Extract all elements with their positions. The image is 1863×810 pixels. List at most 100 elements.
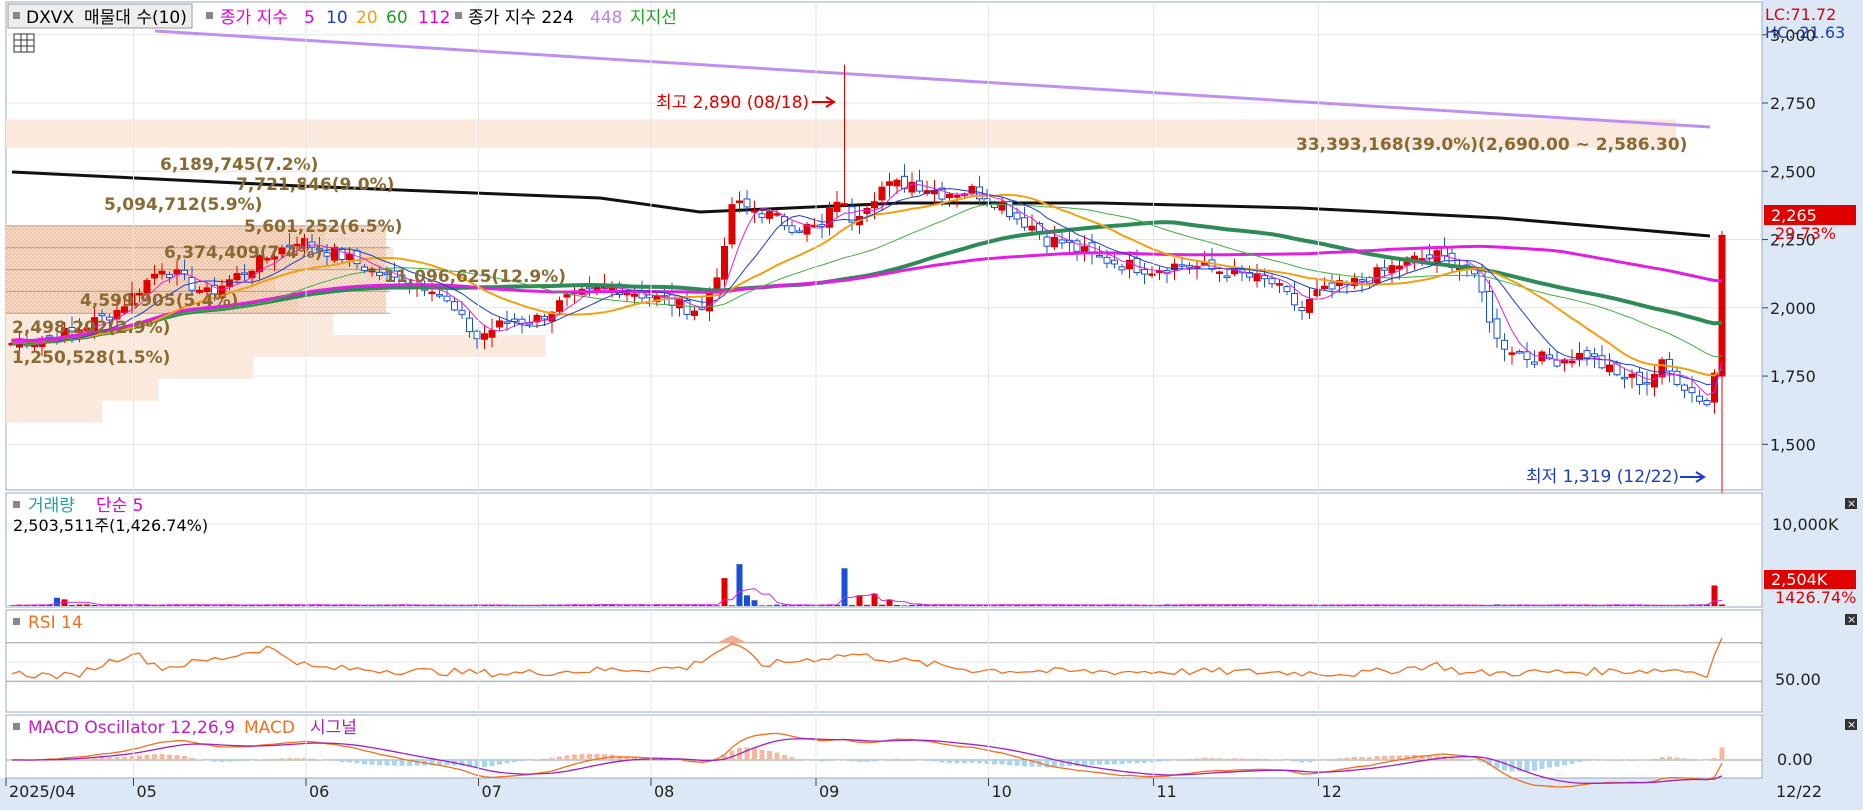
macd-histogram-bar (1307, 760, 1312, 763)
macd-histogram-bar (212, 760, 217, 762)
volume-bar (1261, 604, 1268, 606)
volume-bar (601, 604, 608, 606)
volume-bar (729, 605, 735, 606)
legend-support: 지지선 (630, 8, 677, 28)
macd-histogram-bar (1667, 756, 1672, 760)
macd-histogram-bar (227, 760, 232, 762)
macd-histogram-bar (1014, 760, 1020, 766)
candle (788, 225, 796, 233)
candle (1373, 267, 1381, 284)
macd-histogram-bar (939, 760, 945, 763)
volume-bar (369, 605, 375, 606)
candle (1006, 201, 1013, 218)
macd-histogram-bar (114, 757, 120, 760)
month-grid (133, 2, 1319, 778)
x-tick: 2025/04 (9, 782, 75, 801)
macd-histogram-bar (932, 760, 937, 762)
profile-bar (6, 378, 159, 401)
macd-histogram-bar (1232, 758, 1237, 760)
candle (1321, 285, 1328, 289)
profile-label: 2,498,202(2.9%) (12, 318, 170, 338)
profile-label: 6,189,745(7.2%) (160, 155, 318, 175)
volume-value: 2,503,511주(1,426.74%) (13, 516, 208, 535)
volume-bar (181, 605, 188, 606)
macd-histogram-bar (527, 760, 532, 761)
volume-bar (444, 605, 450, 606)
volume-last-value: 2,504K (1771, 570, 1828, 589)
macd-histogram-bar (1157, 760, 1162, 762)
volume-bar (1029, 604, 1035, 606)
volume-bar (76, 604, 83, 606)
macd-histogram-bar (197, 759, 202, 761)
macd-histogram-bar (1352, 757, 1357, 760)
macd-histogram-bar (219, 760, 225, 762)
legend-ma448: 448 (590, 8, 622, 28)
macd-histogram-bar (669, 760, 675, 761)
macd-histogram-bar (632, 757, 637, 760)
macd-histogram-bar (1239, 758, 1245, 760)
volume-bar (864, 604, 870, 606)
macd-histogram-bar (1689, 758, 1695, 760)
candle (1246, 271, 1253, 278)
legend-ma224-label: 종가 지수 224 (468, 8, 574, 28)
macd-legend: MACD Oscillator 12,26,9 MACD 시그널 (13, 718, 357, 738)
volume-bar (1096, 605, 1103, 606)
volume-bar (594, 604, 600, 606)
candle (1621, 376, 1628, 380)
x-end-label: 12/22 (1776, 782, 1822, 801)
macd-histogram-bar (1254, 758, 1260, 760)
macd-histogram-bar (384, 760, 390, 766)
candle (803, 223, 811, 235)
macd-histogram-bar (279, 758, 285, 760)
profile-label: 33,393,168(39.0%)(2,690.00 ~ 2,586.30) (1296, 135, 1687, 155)
macd-histogram-bar (474, 760, 480, 768)
macd-histogram-bar (392, 760, 397, 766)
volume-bar (1239, 604, 1245, 606)
macd-histogram-bar (797, 759, 802, 760)
table-icon[interactable] (13, 33, 35, 53)
candle (563, 294, 571, 298)
candle (1553, 359, 1561, 367)
candle (473, 330, 481, 340)
svg-text:×: × (1847, 613, 1856, 626)
volume-bar (661, 605, 668, 606)
macd-histogram-bar (1127, 760, 1132, 764)
volume-bar (399, 604, 405, 606)
candle (991, 202, 998, 208)
macd-histogram-bar (1464, 759, 1470, 760)
close-icons[interactable]: × × × (1845, 497, 1857, 731)
profile-label: 1,250,528(1.5%) (12, 348, 170, 368)
candle (1426, 254, 1433, 259)
macd-histogram-bar (414, 760, 420, 766)
current-price: 2,265 (1771, 206, 1817, 225)
macd-histogram-bar (324, 760, 330, 761)
volume-bar (1576, 605, 1583, 606)
volume-bar (804, 605, 810, 606)
volume-last-tag (1764, 570, 1856, 589)
macd-histogram-bar (1517, 760, 1522, 772)
candle (361, 266, 368, 271)
x-tick: 10 (992, 782, 1012, 801)
macd-histogram-bar (1134, 760, 1140, 764)
candle (293, 243, 301, 247)
candle (1021, 217, 1028, 228)
candle (773, 213, 781, 216)
macd-histogram-bar (189, 758, 195, 760)
macd-histogram-bar (1682, 758, 1687, 760)
macd-histogram-bar (842, 759, 847, 761)
volume-bar (174, 604, 180, 606)
candle (481, 333, 488, 340)
candle (1583, 350, 1591, 359)
support-lines (11, 29, 1711, 238)
volume-bar (204, 604, 210, 606)
macd-histogram-bar (1569, 760, 1575, 764)
candle (1126, 259, 1133, 270)
rsi-tick: 50.00 (1775, 670, 1821, 689)
candle (136, 292, 143, 296)
macd-histogram-bar (1562, 760, 1567, 766)
macd-histogram-bar (782, 754, 787, 760)
macd-histogram-bar (767, 750, 772, 760)
volume-bar (669, 604, 675, 606)
volume-bar (136, 605, 143, 606)
